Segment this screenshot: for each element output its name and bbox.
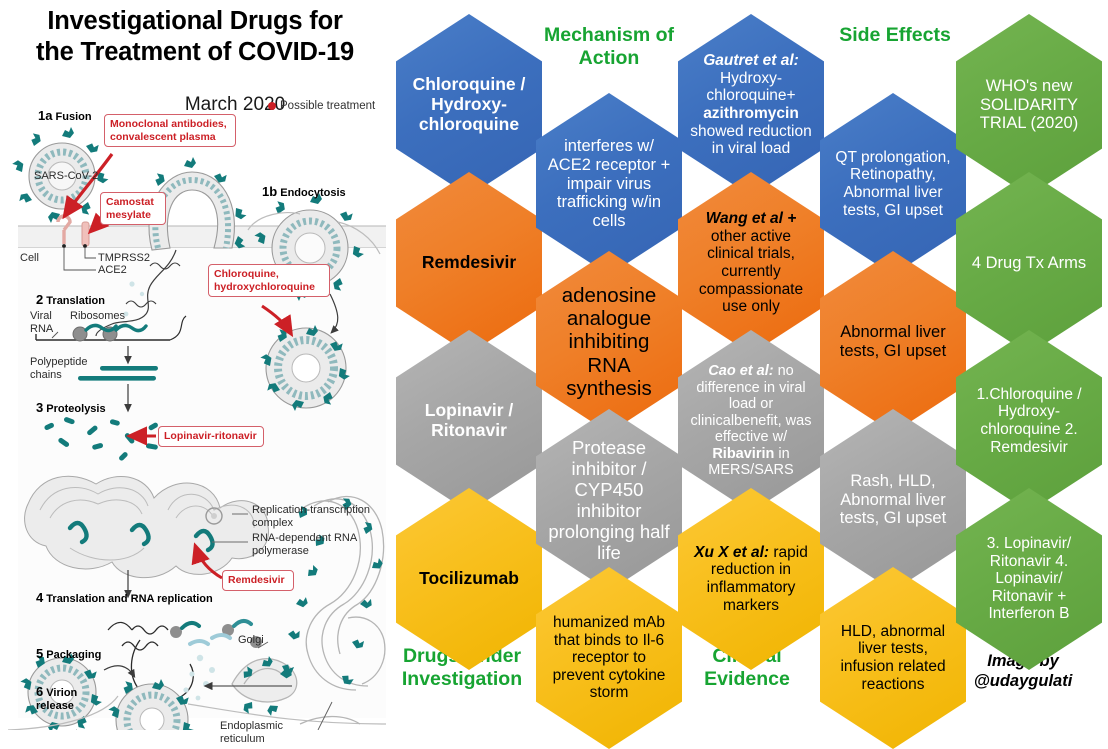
page-title: Investigational Drugs for the Treatment … <box>4 6 386 68</box>
hex-side-effects-remdesivir[interactable]: Abnormal liver tests, GI upset <box>820 251 966 433</box>
virus-lifecycle-diagram: 1a Fusion 1b Endocytosis 2 Translation 3… <box>0 108 390 745</box>
diagram-label-endoplasmic-reticulum: Endoplasmic reticulum <box>220 720 283 745</box>
hex-moa-lopinavir-ritonavir[interactable]: Protease inhibitor / CYP450 inhibitor pr… <box>536 409 682 591</box>
diagram-label-replication-transcription-complex: Replication-transcription complex <box>252 504 370 529</box>
diagram-label-cell: Cell <box>20 252 39 264</box>
hex-drug-tocilizumab-label: Tocilizumab <box>419 568 519 589</box>
left-illustration-panel: Investigational Drugs for the Treatment … <box>0 0 390 745</box>
hex-moa-tocilizumab[interactable]: humanized mAb that binds to Il-6 recepto… <box>536 567 682 749</box>
page-title-line1: Investigational Drugs for <box>47 7 343 35</box>
hex-evidence-lopinavir-ritonavir[interactable]: Cao et al: no difference in viral load o… <box>678 330 824 512</box>
evidence-citation-wang: Wang et al + <box>705 210 797 228</box>
diagram-artwork <box>7 127 387 730</box>
hex-side-effects-chloroquine[interactable]: QT prolongation, Retinopathy, Abnormal l… <box>820 93 966 275</box>
hex-evidence-chloroquine-label: Gautret et al: Hydroxy-chloroquine+ azit… <box>690 52 812 158</box>
hex-drug-remdesivir[interactable]: Remdesivir <box>396 172 542 354</box>
diagram-step-3: 3 Proteolysis <box>36 400 106 415</box>
column-header-side-effects: Side Effects <box>839 24 951 46</box>
diagram-step-1a: 1a Fusion <box>38 108 92 123</box>
diagram-label-golgi: Golgi <box>238 634 264 646</box>
diagram-step-6: 6 Virion release <box>36 684 78 712</box>
hex-side-effects-remdesivir-label: Abnormal liver tests, GI upset <box>839 323 947 360</box>
hex-evidence-remdesivir[interactable]: Wang et al + other active clinical trial… <box>678 172 824 354</box>
diagram-step-2: 2 Translation <box>36 292 105 307</box>
hex-who-drug-arms-label: 4 Drug Tx Arms <box>971 253 1087 272</box>
hex-who-arms-3-4[interactable]: 3. Lopinavir/ Ritonavir 4. Lopinavir/ Ri… <box>956 488 1102 670</box>
hexagon-matrix: Mechanism of Action Side Effects Drugs U… <box>390 0 1108 749</box>
hex-moa-lopinavir-ritonavir-label: Protease inhibitor / CYP450 inhibitor pr… <box>548 436 670 564</box>
diagram-callout-remdesivir: Remdesivir <box>222 570 294 591</box>
hex-side-effects-tocilizumab[interactable]: HLD, abnormal liver tests, infusion rela… <box>820 567 966 749</box>
hex-who-drug-arms[interactable]: 4 Drug Tx Arms <box>956 172 1102 354</box>
diagram-label-viral-rna: Viral RNA <box>30 310 54 335</box>
diagram-step-5: 5 Packaging <box>36 646 102 661</box>
hex-side-effects-chloroquine-label: QT prolongation, Retinopathy, Abnormal l… <box>835 148 951 219</box>
hex-who-arms-1-2[interactable]: 1.Chloroquine / Hydroxy-chloroquine 2. R… <box>956 330 1102 512</box>
evidence-citation-xux: Xu X et al: <box>694 543 770 561</box>
hex-who-arms-3-4-label: 3. Lopinavir/ Ritonavir 4. Lopinavir/ Ri… <box>986 534 1072 623</box>
diagram-label-ribosomes: Ribosomes <box>70 310 126 322</box>
evidence-citation-gautret: Gautret et al: <box>703 52 799 70</box>
hex-drug-chloroquine[interactable]: Chloroquine / Hydroxy-chloroquine <box>396 14 542 196</box>
column-header-mechanism-of-action: Mechanism of Action <box>543 24 675 69</box>
diagram-label-tmprss2: TMPRSS2 <box>98 252 150 264</box>
hex-who-solidarity-trial-label: WHO's new SOLIDARITY TRIAL (2020) <box>979 76 1079 133</box>
hex-who-arms-1-2-label: 1.Chloroquine / Hydroxy-chloroquine 2. R… <box>976 385 1082 456</box>
hex-drug-chloroquine-label: Chloroquine / Hydroxy-chloroquine <box>412 74 526 134</box>
diagram-label-polypeptide-chains: Polypeptide chains <box>30 356 88 381</box>
possible-treatment-dot-icon <box>268 101 276 110</box>
diagram-label-sars-cov-2: SARS-CoV-2 <box>34 170 99 182</box>
page-title-line2: the Treatment of COVID-19 <box>35 38 355 67</box>
hex-evidence-remdesivir-label: Wang et al + other active clinical trial… <box>698 210 804 316</box>
hex-evidence-tocilizumab-label: Xu X et al: rapid reduction in inflammat… <box>694 543 808 614</box>
diagram-label-rna-dependent-rna-polymerase: RNA-dependent RNA polymerase <box>252 532 357 557</box>
hex-moa-remdesivir[interactable]: adenosine analogue inhibiting RNA synthe… <box>536 251 682 433</box>
hex-moa-chloroquine-label: interferes w/ ACE2 receptor + impair vir… <box>547 137 671 231</box>
hex-side-effects-tocilizumab-label: HLD, abnormal liver tests, infusion rela… <box>840 622 946 693</box>
legend: Possible treatment <box>268 100 378 114</box>
diagram-callout-chloroquine: Chloroquine, hydroxychloroquine <box>208 264 330 298</box>
diagram-label-ace2: ACE2 <box>98 264 127 276</box>
diagram-step-4: 4 Translation and RNA replication <box>36 590 213 605</box>
diagram-callout-camostat-mesylate: Camostat mesylate <box>100 192 166 226</box>
hex-side-effects-lopinavir-ritonavir-label: Rash, HLD, Abnormal liver tests, GI upse… <box>839 471 947 528</box>
evidence-citation-cao: Cao et al: <box>708 363 774 380</box>
diagram-callout-lopinavir-ritonavir: Lopinavir-ritonavir <box>158 426 264 447</box>
date-label: March 2020 <box>184 94 286 115</box>
hex-side-effects-lopinavir-ritonavir[interactable]: Rash, HLD, Abnormal liver tests, GI upse… <box>820 409 966 591</box>
hex-who-solidarity-trial[interactable]: WHO's new SOLIDARITY TRIAL (2020) <box>956 14 1102 196</box>
hex-drug-lopinavir-ritonavir[interactable]: Lopinavir / Ritonavir <box>396 330 542 512</box>
hex-moa-chloroquine[interactable]: interferes w/ ACE2 receptor + impair vir… <box>536 93 682 275</box>
hex-moa-tocilizumab-label: humanized mAb that binds to Il-6 recepto… <box>552 613 666 702</box>
hex-drug-remdesivir-label: Remdesivir <box>421 252 517 273</box>
hex-evidence-chloroquine[interactable]: Gautret et al: Hydroxy-chloroquine+ azit… <box>678 14 824 196</box>
hex-evidence-lopinavir-ritonavir-label: Cao et al: no difference in viral load o… <box>690 363 812 479</box>
diagram-callout-monoclonal-antibodies: Monoclonal antibodies, convalescent plas… <box>104 114 236 148</box>
hex-drug-lopinavir-ritonavir-label: Lopinavir / Ritonavir <box>424 400 514 440</box>
diagram-step-1b: 1b Endocytosis <box>262 184 346 199</box>
legend-label: Possible treatment <box>280 100 376 112</box>
hex-moa-remdesivir-label: adenosine analogue inhibiting RNA synthe… <box>561 283 657 401</box>
hex-evidence-tocilizumab[interactable]: Xu X et al: rapid reduction in inflammat… <box>678 488 824 670</box>
hex-drug-tocilizumab[interactable]: Tocilizumab <box>396 488 542 670</box>
